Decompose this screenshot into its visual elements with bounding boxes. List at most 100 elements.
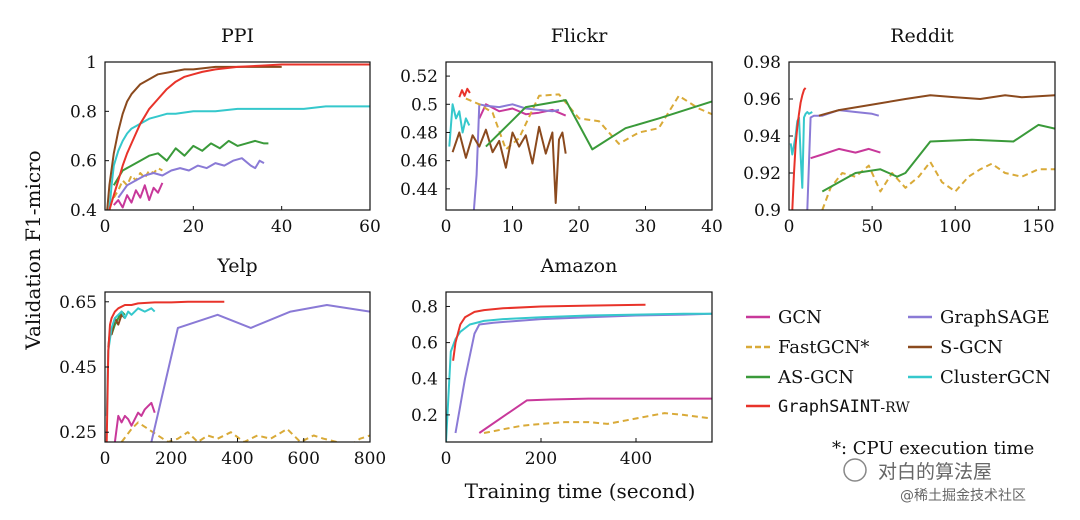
- watermark-subtitle: @稀土掘金技术社区: [900, 488, 1026, 504]
- series-fastgcn-: [483, 412, 712, 434]
- x-tick-label: 0: [100, 449, 111, 469]
- legend-item-gcn: GCN: [746, 307, 822, 328]
- y-tick-label: 0.46: [400, 152, 438, 172]
- series-as-gcn: [112, 139, 269, 186]
- watermark-title: 对白的算法屋: [878, 461, 992, 483]
- y-tick-label: 0.2: [411, 406, 438, 426]
- series-fastgcn-: [465, 93, 712, 151]
- legend-label: S-GCN: [940, 337, 1003, 358]
- series-graphsaint-rw: [791, 87, 807, 210]
- series-s-gcn: [818, 94, 1055, 117]
- series-graphsaint-rw: [452, 303, 646, 361]
- panel-title: PPI: [221, 25, 254, 47]
- y-tick-label: 0.6: [411, 334, 438, 354]
- legend-item-graphsaint-rw: GraphSAINT-RW: [746, 397, 910, 417]
- x-tick-label: 10: [502, 217, 524, 237]
- legend-item-s-gcn: S-GCN: [908, 337, 1003, 358]
- y-tick-label: 0.65: [59, 293, 97, 313]
- series-graphsaint-rw: [108, 63, 370, 210]
- y-tick-label: 1: [86, 53, 97, 73]
- x-tick-label: 40: [701, 217, 723, 237]
- y-tick-label: 0.9: [754, 201, 781, 221]
- plot-frame: [104, 61, 371, 211]
- series-gcn: [113, 182, 164, 209]
- cpu-note: *: CPU execution time: [832, 438, 1034, 459]
- series-as-gcn: [485, 99, 712, 151]
- x-tick-label: 200: [525, 449, 557, 469]
- x-tick-label: 0: [784, 217, 795, 237]
- y-tick-label: 0.4: [411, 370, 438, 390]
- legend-label: GCN: [778, 307, 822, 328]
- legend-label: FastGCN*: [778, 337, 869, 358]
- y-tick-label: 0.25: [59, 423, 97, 443]
- series-graphsaint-rw: [105, 300, 225, 442]
- series-graphsage: [117, 157, 265, 199]
- series-clustergcn: [108, 105, 370, 210]
- series-s-gcn: [451, 125, 567, 204]
- legend-item-graphsage: GraphSAGE: [908, 307, 1050, 328]
- x-tick-label: 400: [221, 449, 253, 469]
- y-tick-label: 0.45: [59, 358, 97, 378]
- x-tick-label: 60: [359, 217, 381, 237]
- x-tick-label: 200: [155, 449, 187, 469]
- series-clustergcn: [448, 103, 471, 147]
- y-tick-label: 0.92: [743, 164, 781, 184]
- panel-ppi: PPI 0 20 40 60 0.4 0.6 0.8 1: [70, 25, 381, 237]
- legend-label: GraphSAINT-RW: [778, 397, 910, 417]
- panel-title: Flickr: [551, 25, 608, 47]
- y-tick-label: 0.96: [743, 90, 781, 110]
- series-gcn: [478, 397, 712, 434]
- y-tick-label: 0.98: [743, 53, 781, 73]
- panel-yelp: Yelp 0 200 400 600 800 0.25 0.45 0.65: [59, 255, 386, 469]
- watermark: 对白的算法屋 @稀土掘金技术社区: [843, 458, 1026, 504]
- plot-frame: [445, 291, 713, 443]
- plot-frame: [445, 61, 713, 211]
- legend-item-clustergcn: ClusterGCN: [908, 367, 1051, 388]
- x-tick-label: 800: [354, 449, 386, 469]
- x-axis-label: Training time (second): [465, 479, 696, 503]
- plot-frame: [104, 291, 371, 443]
- series-graphsage: [472, 103, 560, 210]
- y-tick-label: 0.4: [70, 201, 97, 221]
- legend: GCN GraphSAGE FastGCN* S-GCN AS-GCN ClusterGC…: [746, 307, 1051, 417]
- y-axis-label: Validation F1-micro: [21, 150, 45, 350]
- series-clustergcn: [446, 312, 712, 442]
- x-tick-label: 100: [939, 217, 971, 237]
- legend-item-as-gcn: AS-GCN: [746, 367, 854, 388]
- panel-reddit: Reddit 0 50 100 150 0.9 0.92 0.94 0.96 0.98: [743, 25, 1056, 237]
- series-graphsaint-rw: [458, 87, 471, 98]
- series-gcn: [810, 147, 881, 160]
- x-tick-label: 40: [271, 217, 293, 237]
- y-tick-label: 0.44: [400, 180, 438, 200]
- x-tick-label: 0: [441, 217, 452, 237]
- x-tick-label: 30: [635, 217, 657, 237]
- x-tick-label: 0: [441, 449, 452, 469]
- wechat-icon: [843, 458, 867, 482]
- y-tick-label: 0.94: [743, 127, 781, 147]
- panel-title: Yelp: [216, 255, 257, 277]
- panel-title: Amazon: [540, 255, 618, 277]
- x-tick-label: 20: [183, 217, 205, 237]
- x-tick-label: 0: [100, 217, 111, 237]
- series-clustergcn: [789, 111, 813, 189]
- y-tick-label: 0.8: [411, 297, 438, 317]
- legend-label: AS-GCN: [777, 367, 854, 388]
- panel-title: Reddit: [890, 25, 954, 47]
- y-tick-label: 0.6: [70, 152, 97, 172]
- x-tick-label: 50: [861, 217, 883, 237]
- series-clustergcn: [105, 307, 156, 416]
- series-graphsage: [454, 312, 712, 434]
- x-tick-label: 150: [1022, 217, 1054, 237]
- y-tick-label: 0.5: [411, 95, 438, 115]
- y-tick-label: 0.48: [400, 123, 438, 143]
- series-graphsage: [150, 304, 370, 442]
- legend-label: GraphSAGE: [940, 307, 1050, 328]
- series-fastgcn-: [120, 421, 370, 442]
- series-gcn: [113, 401, 156, 442]
- x-tick-label: 400: [620, 449, 652, 469]
- series-as-gcn: [821, 123, 1055, 193]
- y-tick-label: 0.52: [400, 67, 438, 87]
- x-tick-label: 20: [568, 217, 590, 237]
